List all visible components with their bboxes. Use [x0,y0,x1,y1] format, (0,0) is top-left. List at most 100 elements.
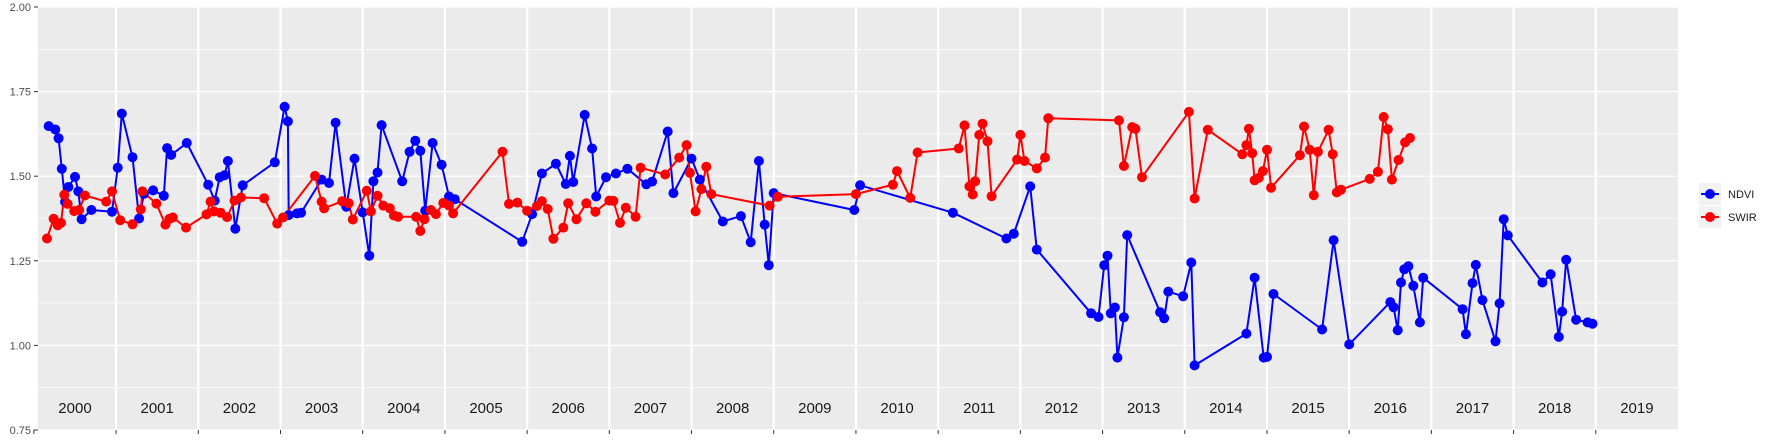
data-point-ndvi [76,214,87,225]
series-layer [42,101,1598,371]
data-point-swir [959,120,970,131]
data-point-swir [42,233,52,244]
data-point-swir [411,211,422,222]
y-tick-label: 1.00 [10,340,31,352]
data-point-ndvi [1545,269,1556,280]
data-point-swir [343,198,354,209]
data-point-ndvi [717,216,728,227]
data-point-swir [415,226,426,236]
data-point-ndvi [269,157,280,168]
data-point-ndvi [1396,277,1406,288]
data-point-ndvi [601,172,611,183]
data-point-swir [1266,182,1277,193]
data-point-ndvi [1418,272,1429,283]
year-label: 2015 [1291,400,1324,417]
data-point-swir [986,191,997,202]
data-point-swir [690,206,701,217]
data-point-ndvi [1163,286,1174,297]
data-point-ndvi [1328,235,1339,246]
data-point-ndvi [1122,230,1133,241]
legend-label-ndvi: NDVI [1728,189,1754,201]
year-label: 2004 [387,400,420,417]
data-point-ndvi [436,159,447,170]
data-point-ndvi [753,156,764,166]
data-point-swir [542,204,553,214]
data-point-swir [1262,144,1272,155]
data-point-ndvi [1470,259,1481,270]
data-point-ndvi [1498,214,1509,225]
data-point-swir [205,196,216,207]
data-point-ndvi [1490,336,1501,347]
data-point-ndvi [647,176,658,187]
data-point-swir [319,203,330,214]
data-point-ndvi [410,135,421,146]
data-point-ndvi [1561,254,1572,265]
data-point-ndvi [1241,328,1252,339]
data-point-swir [1323,124,1334,135]
data-point-swir [1015,129,1026,140]
data-point-ndvi [166,149,177,160]
data-point-swir [1040,152,1050,163]
legend: NDVI SWIR [1699,183,1757,228]
y-tick-label: 2.00 [10,2,31,14]
data-point-swir [151,198,162,209]
data-point-ndvi [1186,257,1197,268]
year-label: 2005 [469,400,502,417]
data-point-swir [310,170,320,181]
data-point-ndvi [349,153,360,164]
data-point-swir [660,169,671,180]
data-point-ndvi [1537,277,1548,288]
data-point-swir [1312,146,1323,157]
data-point-swir [135,204,146,215]
data-point-ndvi [112,162,123,173]
data-point-ndvi [222,156,233,166]
y-tick-label: 1.25 [10,256,31,268]
data-point-ndvi [1571,314,1582,325]
data-point-swir [181,222,191,233]
year-label: 2009 [798,400,831,417]
data-point-swir [347,214,358,225]
data-point-ndvi [50,124,61,135]
data-point-ndvi [587,143,598,154]
year-label: 2001 [141,400,174,417]
data-point-ndvi [536,168,547,179]
data-point-ndvi [745,237,756,248]
data-point-swir [608,195,619,206]
data-point-swir [982,136,993,147]
y-tick-label: 1.50 [10,171,31,183]
data-point-swir [56,217,66,228]
data-point-ndvi [330,117,341,128]
data-point-swir [1114,115,1124,126]
data-point-ndvi [1317,324,1328,335]
data-point-swir [1189,193,1200,204]
data-point-swir [696,184,707,195]
data-point-swir [1386,174,1397,185]
data-point-swir [1247,148,1258,159]
data-point-ndvi [1086,308,1097,319]
data-point-ndvi [404,146,415,157]
data-point-swir [970,176,981,187]
data-point-swir [1118,161,1129,171]
data-point-swir [448,208,459,219]
data-point-swir [1183,106,1194,117]
data-point-ndvi [53,133,64,144]
data-point-ndvi [203,179,214,190]
data-point-ndvi [219,170,230,181]
y-tick-label: 0.75 [10,425,31,437]
data-point-swir [236,192,246,203]
data-point-swir [372,190,383,201]
data-point-ndvi [107,206,117,217]
data-point-swir [1393,155,1404,165]
legend-key-point [1705,189,1715,199]
data-point-swir [630,211,641,222]
year-labels: 2000 2001 2002 2003 2004 2005 2006 2007 2008 2009… [58,400,1653,417]
data-point-swir [365,206,376,217]
data-point-ndvi [1118,312,1129,323]
data-point-ndvi [1344,339,1355,350]
data-point-swir [1378,112,1389,122]
year-label: 2017 [1456,400,1489,417]
data-point-swir [706,189,717,200]
data-point-swir [548,233,559,244]
data-point-ndvi [1392,325,1403,336]
